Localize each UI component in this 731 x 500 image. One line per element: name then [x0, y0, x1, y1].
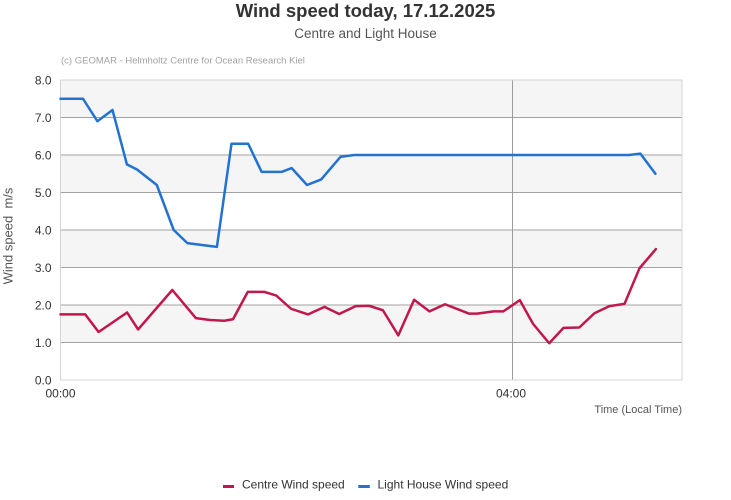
svg-text:0.0: 0.0 — [35, 373, 52, 387]
svg-text:7.0: 7.0 — [35, 111, 52, 125]
svg-text:5.0: 5.0 — [35, 186, 52, 200]
svg-text:4.0: 4.0 — [35, 223, 52, 237]
svg-text:8.0: 8.0 — [35, 73, 52, 87]
svg-text:Time (Local Time): Time (Local Time) — [594, 404, 682, 416]
svg-text:Centre Wind speed: Centre Wind speed — [242, 478, 345, 492]
svg-text:00:00: 00:00 — [45, 387, 75, 401]
svg-text:3.0: 3.0 — [35, 261, 52, 275]
svg-text:Wind speed today, 17.12.2025: Wind speed today, 17.12.2025 — [236, 0, 496, 21]
svg-text:Light House Wind speed: Light House Wind speed — [378, 478, 509, 492]
svg-text:1.0: 1.0 — [35, 336, 52, 350]
svg-text:6.0: 6.0 — [35, 148, 52, 162]
svg-text:04:00: 04:00 — [496, 387, 526, 401]
svg-text:Centre and Light House: Centre and Light House — [294, 26, 437, 41]
svg-text:(c) GEOMAR - Helmholtz Centre: (c) GEOMAR - Helmholtz Centre for Ocean … — [61, 56, 305, 67]
svg-text:2.0: 2.0 — [35, 298, 52, 312]
svg-text:Wind speed m/s: Wind speed m/s — [1, 187, 16, 284]
